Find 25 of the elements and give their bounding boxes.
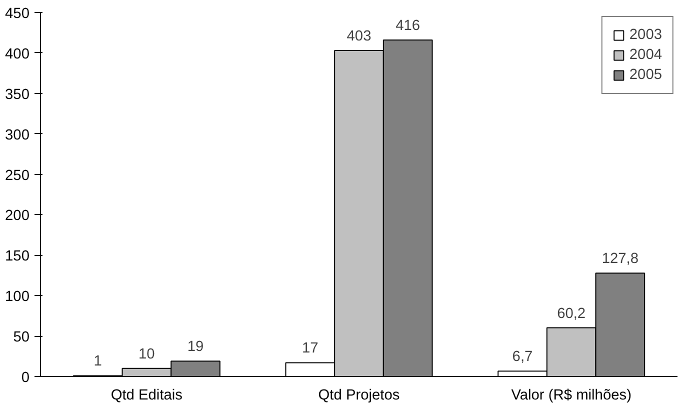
y-tick-label: 450 — [5, 6, 30, 22]
y-tick-label: 150 — [5, 248, 30, 265]
data-label: 19 — [187, 339, 204, 356]
data-label: 10 — [138, 346, 155, 362]
legend-label: 2004 — [629, 47, 662, 63]
x-tick-label: Qtd Editais — [110, 388, 183, 404]
y-tick-label: 100 — [5, 289, 30, 306]
data-label: 6,7 — [512, 349, 533, 366]
x-tick-label: Valor (R$ milhões) — [511, 388, 632, 404]
legend-label: 2003 — [629, 27, 662, 43]
data-label: 1 — [94, 354, 102, 370]
y-tick-label: 200 — [5, 208, 30, 224]
y-tick-label: 350 — [5, 86, 30, 103]
legend-label: 2005 — [629, 67, 662, 83]
y-tick-label: 400 — [5, 46, 30, 62]
data-label: 127,8 — [602, 251, 639, 268]
data-label: 17 — [302, 340, 318, 357]
data-label: 60,2 — [557, 306, 586, 322]
x-tick-label: Qtd Projetos — [318, 388, 400, 404]
data-label: 403 — [346, 28, 372, 45]
y-tick-label: 0 — [21, 370, 30, 386]
data-label: 416 — [396, 18, 420, 34]
y-tick-label: 50 — [13, 330, 30, 346]
y-tick-label: 250 — [5, 168, 30, 184]
y-tick-label: 300 — [5, 127, 30, 144]
